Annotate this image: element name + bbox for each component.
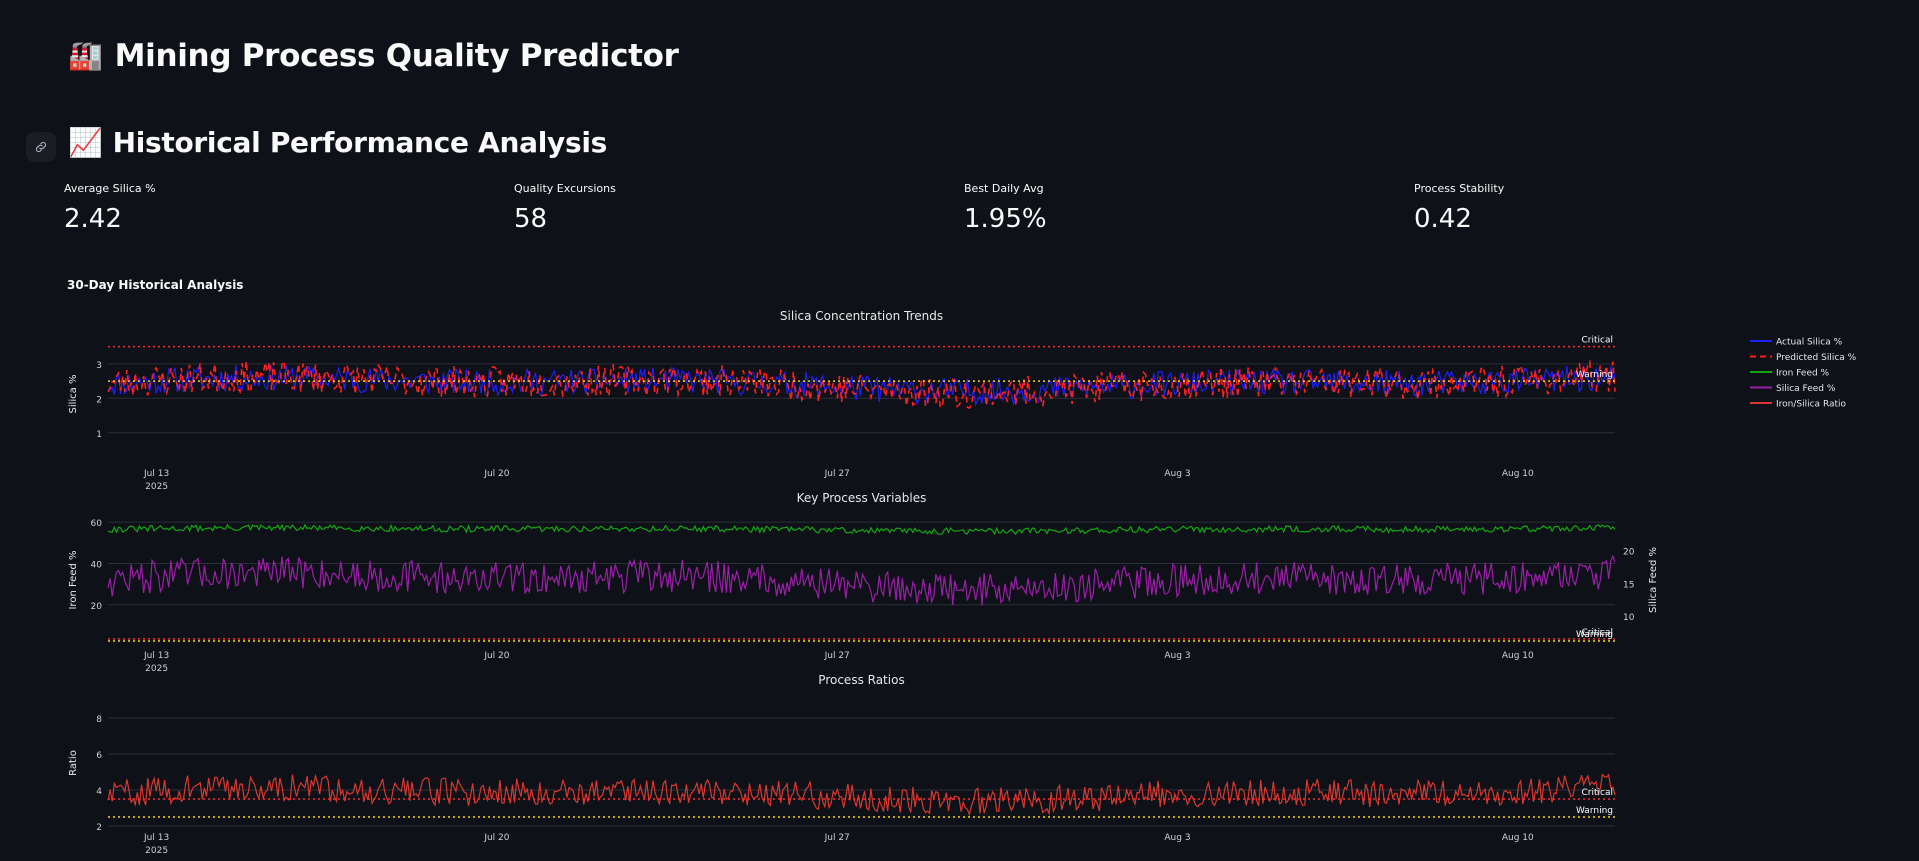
section-anchor-link[interactable] [26,132,56,162]
x-tick-label: Aug 3 [1164,651,1190,661]
y-tick-label: 1 [96,430,102,440]
series-line-iron-silica-ratio [107,773,1616,817]
x-tick-label: Aug 10 [1502,651,1534,661]
x-tick-label: Jul 20 [483,833,509,843]
y-tick-label: 3 [96,361,102,371]
x-tick-label: Aug 3 [1164,469,1190,479]
metric-label: Quality Excursions [514,182,616,195]
x-tick-label: Jul 27 [824,833,850,843]
series-line-silica-feed- [107,554,1616,606]
legend-label: Iron/Silica Ratio [1776,400,1847,410]
x-tick-label: Aug 3 [1164,833,1190,843]
threshold-label-warning: Warning [1576,630,1613,640]
link-icon [35,141,47,153]
subplot-title: Key Process Variables [797,491,927,505]
y-tick-label: 8 [96,715,102,725]
y2-tick-label: 15 [1623,580,1634,590]
factory-icon: 🏭 [68,39,103,72]
metric-value: 0.42 [1414,204,1472,234]
y-axis-label: Ratio [68,750,79,776]
legend-label: Silica Feed % [1776,384,1836,394]
series-line-iron-feed- [107,523,1616,536]
y-tick-label: 20 [91,602,103,612]
x-tick-label: Aug 10 [1502,469,1534,479]
app-title-text: Mining Process Quality Predictor [114,38,679,74]
y-tick-label: 4 [96,787,102,797]
x-tick-label: Jul 20 [483,651,509,661]
y2-tick-label: 10 [1623,613,1635,623]
x-tick-sublabel: 2025 [145,482,168,492]
section-heading: 📈 Historical Performance Analysis [68,126,607,159]
y-tick-label: 2 [96,395,102,405]
x-tick-label: Jul 20 [483,469,509,479]
subplot-title: Silica Concentration Trends [780,309,943,323]
y2-tick-label: 20 [1623,548,1635,558]
series-line-predicted-silica- [107,358,1616,410]
metric-best-daily-avg: Best Daily Avg 1.95% [964,182,1047,234]
threshold-label-critical: Critical [1582,628,1613,638]
metric-value: 2.42 [64,204,122,234]
y-tick-label: 2 [96,823,102,833]
y-tick-label: 6 [96,751,102,761]
x-tick-label: Jul 27 [824,469,850,479]
metric-value: 58 [514,204,548,234]
x-tick-label: Jul 13 [143,469,169,479]
threshold-label-critical: Critical [1582,788,1613,798]
threshold-label-warning: Warning [1576,806,1613,816]
legend-label: Actual Silica % [1776,338,1843,348]
threshold-label-critical: Critical [1582,336,1613,346]
x-tick-sublabel: 2025 [145,664,168,674]
legend-label: Predicted Silica % [1776,353,1857,363]
metric-label: Average Silica % [64,182,156,195]
y-tick-label: 60 [91,519,103,529]
x-tick-label: Jul 13 [143,651,169,661]
legend-label: Iron Feed % [1776,369,1830,379]
metric-value: 1.95% [964,204,1047,234]
y-axis-label: Silica % [68,375,79,414]
y2-axis-label: Silica Feed % [1648,547,1659,613]
metric-label: Process Stability [1414,182,1505,195]
chart-header: 30-Day Historical Analysis [67,278,244,292]
series-line-actual-silica- [107,364,1616,407]
app-title: 🏭 Mining Process Quality Predictor [68,38,679,74]
section-heading-text: Historical Performance Analysis [112,126,608,159]
x-tick-label: Jul 27 [824,651,850,661]
y-tick-label: 40 [91,560,103,570]
threshold-label-warning: Warning [1576,370,1613,380]
metric-average-silica: Average Silica % 2.42 [64,182,156,234]
metric-quality-excursions: Quality Excursions 58 [514,182,616,234]
x-tick-label: Aug 10 [1502,833,1534,843]
metric-process-stability: Process Stability 0.42 [1414,182,1504,234]
x-tick-sublabel: 2025 [145,846,168,856]
y-axis-label: Iron Feed % [68,550,79,609]
chart-increasing-icon: 📈 [68,125,103,159]
metric-label: Best Daily Avg [964,182,1044,195]
x-tick-label: Jul 13 [143,833,169,843]
subplot-title: Process Ratios [818,673,904,687]
